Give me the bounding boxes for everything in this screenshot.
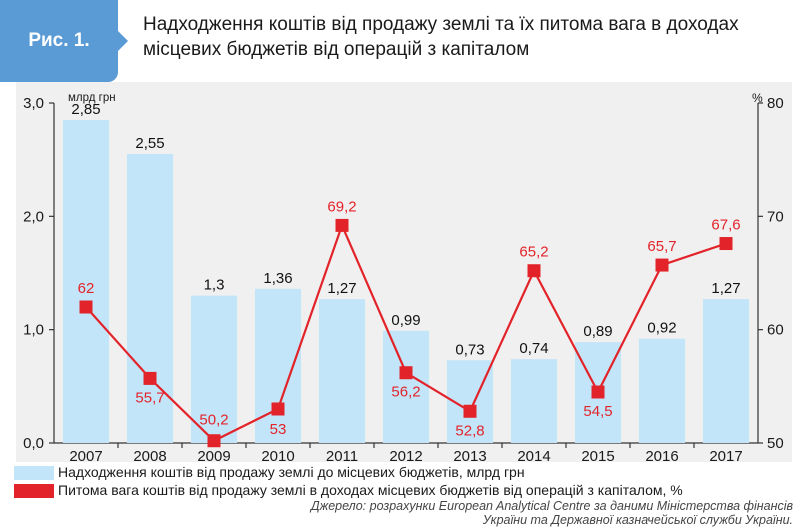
bar-data-label: 1,3 (204, 277, 225, 294)
y-right-unit: % (752, 91, 763, 105)
line-marker (335, 218, 349, 232)
bar (510, 359, 558, 443)
line-data-label: 69,2 (327, 198, 356, 215)
line-data-label: 50,2 (199, 412, 228, 429)
y-left-tick-label: 1,0 (23, 322, 44, 339)
y-left-unit: млрд грн (68, 92, 116, 104)
figure-badge: Рис. 1. (0, 0, 118, 82)
line-data-label: 55,7 (135, 389, 164, 406)
x-tick-label: 2008 (133, 448, 166, 464)
line-marker (143, 371, 157, 385)
y-left-tick-label: 3,0 (23, 95, 44, 112)
bar-data-label: 0,99 (391, 312, 420, 329)
x-tick-label: 2011 (326, 448, 358, 464)
line-data-label: 65,7 (647, 238, 676, 255)
line-marker (591, 385, 605, 399)
line-data-label: 52,8 (455, 422, 484, 439)
badge-arrow (118, 31, 128, 51)
line-marker (463, 404, 477, 418)
x-tick-label: 2016 (645, 448, 678, 464)
y-left-tick-label: 0,0 (23, 435, 44, 452)
line-data-label: 65,2 (519, 244, 548, 261)
line-data-label: 62 (78, 280, 95, 297)
x-tick-label: 2010 (261, 448, 294, 464)
source-note: Джерело: розрахунки European Analytical … (310, 499, 793, 527)
line-data-label: 54,5 (583, 403, 612, 420)
y-right-tick-label: 60 (767, 322, 784, 339)
y-left-tick-label: 2,0 (23, 208, 44, 225)
x-tick-label: 2012 (389, 448, 422, 464)
chart-title: Надходження коштів від продажу землі та … (143, 14, 739, 60)
bar (638, 338, 686, 443)
line-marker (655, 258, 669, 272)
line-marker (271, 402, 285, 416)
line-marker (79, 300, 93, 314)
legend-label-line: Питома вага коштів від продажу землі в д… (58, 482, 683, 498)
y-right-tick-label: 80 (767, 95, 784, 112)
bar (702, 299, 750, 443)
bar (382, 330, 430, 443)
legend-label-bars: Надходження коштів від продажу землі до … (58, 464, 525, 480)
figure-header: Рис. 1. Надходження коштів від продажу з… (0, 0, 803, 82)
bar-data-label: 0,73 (455, 341, 484, 358)
line-data-label: 67,6 (711, 217, 740, 234)
x-tick-label: 2015 (581, 448, 614, 464)
x-tick-label: 2017 (709, 448, 742, 464)
x-tick-label: 2014 (517, 448, 550, 464)
y-right-tick-label: 50 (767, 435, 784, 452)
chart: 0,0 1,0 2,0 3,0 50 60 70 80 млрд грн % 2007 2008 200… (23, 91, 784, 464)
legend-swatch-line (14, 484, 54, 498)
bar-data-label: 0,92 (647, 320, 676, 337)
line-marker (207, 434, 221, 448)
bar (318, 299, 366, 443)
x-tick-label: 2009 (197, 448, 230, 464)
bar-data-label: 1,36 (263, 270, 292, 287)
bar-data-label: 1,27 (711, 280, 740, 297)
legend-swatch-bars (14, 466, 54, 480)
bar-data-label: 0,89 (583, 323, 612, 340)
bar-data-label: 2,85 (71, 101, 100, 118)
line-marker (527, 264, 541, 278)
line-data-label: 56,2 (391, 384, 420, 401)
bar-data-label: 0,74 (519, 340, 548, 357)
bar-data-label: 2,55 (135, 135, 164, 152)
line-marker (719, 237, 733, 251)
bar (62, 120, 110, 443)
x-tick-label: 2013 (453, 448, 486, 464)
bar-data-label: 1,27 (327, 280, 356, 297)
line-marker (399, 366, 413, 380)
bar (190, 295, 238, 443)
x-tick-label: 2007 (69, 448, 102, 464)
y-right-tick-label: 70 (767, 208, 784, 225)
line-data-label: 53 (270, 421, 287, 438)
